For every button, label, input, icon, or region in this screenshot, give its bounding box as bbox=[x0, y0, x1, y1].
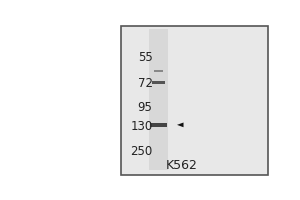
Text: 55: 55 bbox=[138, 51, 153, 64]
Bar bbox=[152, 81, 165, 84]
Text: 95: 95 bbox=[138, 101, 153, 114]
Bar bbox=[150, 123, 167, 127]
Bar bbox=[154, 70, 163, 72]
Text: K562: K562 bbox=[166, 159, 198, 172]
Text: 130: 130 bbox=[130, 120, 153, 133]
Polygon shape bbox=[177, 122, 184, 127]
Bar bbox=[148, 29, 168, 170]
Text: 72: 72 bbox=[138, 77, 153, 90]
Bar bbox=[121, 26, 268, 175]
Text: 250: 250 bbox=[130, 145, 153, 158]
